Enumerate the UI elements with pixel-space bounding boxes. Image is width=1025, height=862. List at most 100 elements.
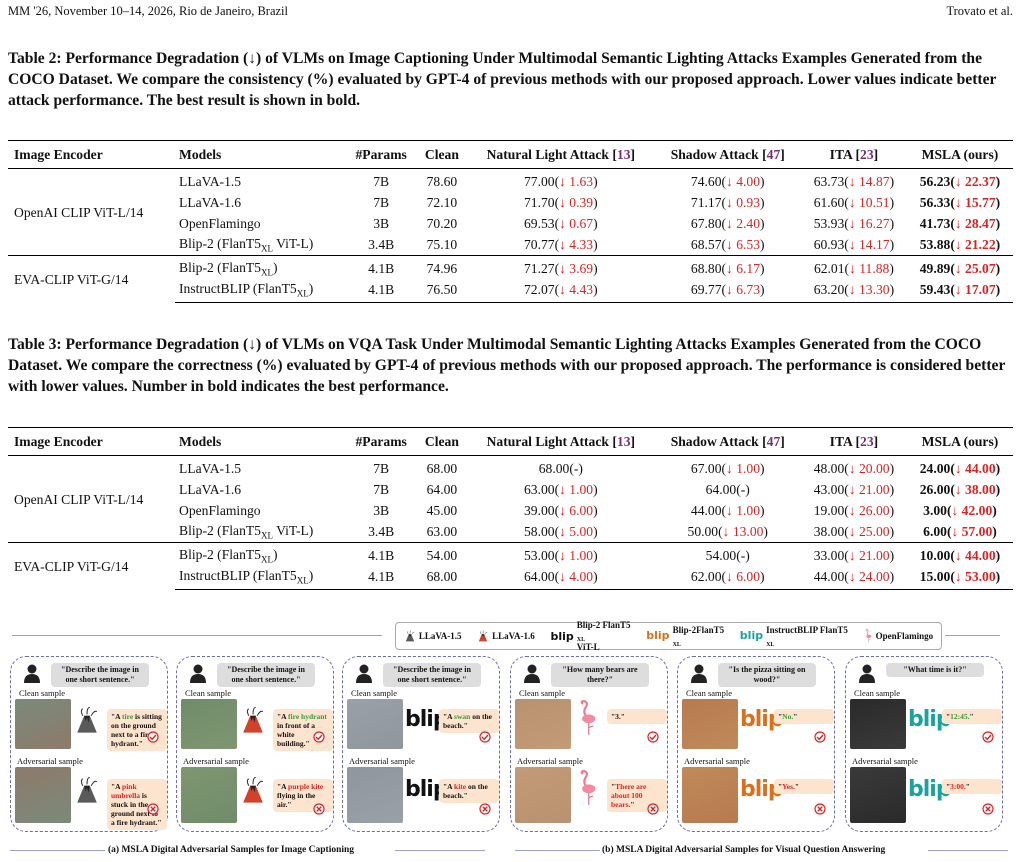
encoder-label: OpenAI CLIP ViT-L/14: [14, 205, 144, 220]
answer-suffix: ": [794, 782, 800, 791]
volcano-model-icon: [77, 706, 98, 733]
msla-bold: 59.43(↓ 17.07): [919, 281, 1001, 297]
model-suffix: ): [272, 259, 278, 275]
legend-item: blip Blip-2FlanT5 XL: [646, 625, 724, 648]
check-circle-icon: [313, 731, 325, 743]
msla-delta: ↓ 38.00: [954, 481, 996, 497]
shadow-delta: ↓ 4.00: [726, 173, 761, 189]
params-cell: 3.4B: [346, 521, 417, 543]
params-cell: 4.1B: [345, 566, 417, 590]
question-bubble: "What time is it?": [886, 663, 984, 677]
shadow-delta: ↓ 6.00: [726, 568, 761, 584]
clean-cell: 76.50: [416, 279, 468, 303]
legend-label: InstructBLIP FlanT5 XL: [766, 625, 848, 648]
natural-light-delta: ↓ 4.33: [559, 236, 594, 252]
msla-bold: 49.89(↓ 25.07): [919, 260, 1001, 276]
figure-adversarial-samples: LLaVA-1.5 LLaVA-1.6 blip Blip-2 FlanT5 XL Vi…: [0, 618, 1025, 862]
answer-highlight: Yes.: [782, 782, 795, 791]
legend-label: LLaVA-1.6: [492, 631, 535, 641]
volcano-lava-shape: [84, 715, 90, 723]
clean-sample-image: [850, 699, 906, 749]
question-bubble: "Describe the image in one short sentenc…: [51, 663, 149, 687]
volcano-lava-shape: [481, 634, 485, 638]
answer-prefix: "A: [277, 712, 289, 721]
volcano-body-shape: [77, 785, 97, 803]
model-name: Blip-2 (FlanT5: [179, 259, 261, 275]
citation-link[interactable]: 13: [616, 146, 631, 162]
ita-value: 53.93: [813, 215, 845, 231]
column-header-label: Clean: [424, 146, 459, 162]
params-value: 3.4B: [368, 523, 395, 539]
clean-cell: 63.00: [417, 521, 467, 543]
encoder-cell: EVA-CLIP ViT-G/14: [8, 255, 176, 303]
citation-link[interactable]: 47: [766, 146, 781, 162]
user-icon: [190, 664, 206, 683]
flamingo-neck-shape: [580, 770, 589, 787]
ita-cell: 38.00(↓ 25.00): [813, 523, 895, 539]
natural-light-delta: ↓ 4.43: [559, 281, 594, 297]
ita-value: 19.00: [813, 502, 845, 518]
msla-bold: 56.23(↓ 22.37): [919, 173, 1001, 189]
clean-cell: 68.00: [416, 455, 468, 479]
shadow-delta: ↓ 6.53: [726, 236, 761, 252]
column-header-label: MSLA (ours): [921, 433, 999, 449]
column-header: #Params: [345, 140, 417, 169]
natural-light-cell: 72.07(↓ 4.43): [467, 279, 655, 303]
natural-light-value: 39.00: [523, 502, 555, 518]
ita-value: 61.60: [813, 194, 845, 210]
cross-circle-icon: [814, 803, 826, 815]
model-suffix: ): [272, 546, 278, 562]
legend-subscript: XL: [766, 641, 775, 648]
volcano-smoke-shape: [246, 706, 264, 717]
answer-highlight: pink umbrella: [111, 782, 141, 800]
table-row: LLaVA-1.6 7B 64.00 63.00(↓ 1.00) 64.00(-) 43.…: [8, 479, 1013, 500]
shadow-delta: ↓ 6.17: [726, 260, 761, 276]
natural-light-cell: 63.00(↓ 1.00): [523, 481, 598, 497]
adversarial-sample-label: Adversarial sample: [17, 756, 83, 766]
clean-sample-label: Clean sample: [185, 688, 232, 698]
answer-highlight: purple kite: [288, 782, 324, 791]
flamingo-leg-shape: [588, 725, 594, 729]
model-cell: Blip-2 (FlanT5XL): [175, 255, 346, 279]
citation-link[interactable]: 13: [616, 433, 631, 449]
table-row: OpenFlamingo 3B 70.20 69.53(↓ 0.67) 67.80(↓ …: [8, 213, 1013, 234]
mark-check-shape: [149, 734, 157, 741]
params-cell: 4.1B: [345, 542, 417, 566]
volcano-model-icon: [243, 706, 264, 733]
adversarial-sample-label: Adversarial sample: [349, 756, 415, 766]
answer-prefix: "A: [443, 782, 455, 791]
clean-value: 64.00: [426, 481, 458, 497]
natural-light-delta: ↓ 1.00: [559, 481, 594, 497]
table2: Image Encoder Models #Params Clean Natural L…: [8, 140, 1013, 303]
answer-suffix: is stuck in the ground next to a fire hy…: [111, 791, 162, 827]
answer-prefix: ": [611, 782, 616, 791]
citation-link[interactable]: 23: [860, 146, 874, 162]
citation-link[interactable]: 23: [860, 433, 874, 449]
column-header-label: ITA: [829, 433, 853, 449]
shadow-cell: 64.00(-): [705, 481, 750, 497]
citation-link[interactable]: 47: [766, 433, 781, 449]
msla-delta: ↓ 21.22: [954, 236, 996, 252]
model-subscript: XL: [296, 575, 309, 586]
natural-light-value: 69.53: [523, 215, 555, 231]
column-header-label: Image Encoder: [14, 433, 103, 449]
natural-light-delta: ↓ 4.00: [559, 568, 594, 584]
clean-answer-bubble: "A tire is sitting on the ground next to…: [107, 709, 167, 751]
encoder-label: EVA-CLIP ViT-G/14: [14, 272, 129, 288]
msla-bold: 10.00(↓ 44.00): [919, 547, 1001, 563]
user-head-shape: [862, 664, 872, 674]
params-value: 3B: [373, 215, 390, 231]
column-header: Shadow Attack [47]: [654, 140, 801, 169]
msla-delta: ↓ 15.77: [954, 194, 996, 210]
model-name: LLaVA-1.5: [179, 460, 242, 476]
shadow-value: 64.00: [705, 481, 737, 497]
ita-delta: ↓ 20.00: [848, 460, 890, 476]
clean-answer-bubble: "12:45.": [942, 709, 1002, 724]
answer-prefix: ": [611, 712, 616, 721]
ita-value: 44.00: [813, 568, 845, 584]
flamingo-body-shape: [582, 784, 596, 794]
answer-highlight: There are about 100 bears.: [611, 782, 647, 809]
shadow-delta: ↓ 1.00: [726, 502, 761, 518]
msla-value: 3.00: [923, 502, 947, 518]
natural-light-cell: 53.00(↓ 1.00): [467, 542, 655, 566]
